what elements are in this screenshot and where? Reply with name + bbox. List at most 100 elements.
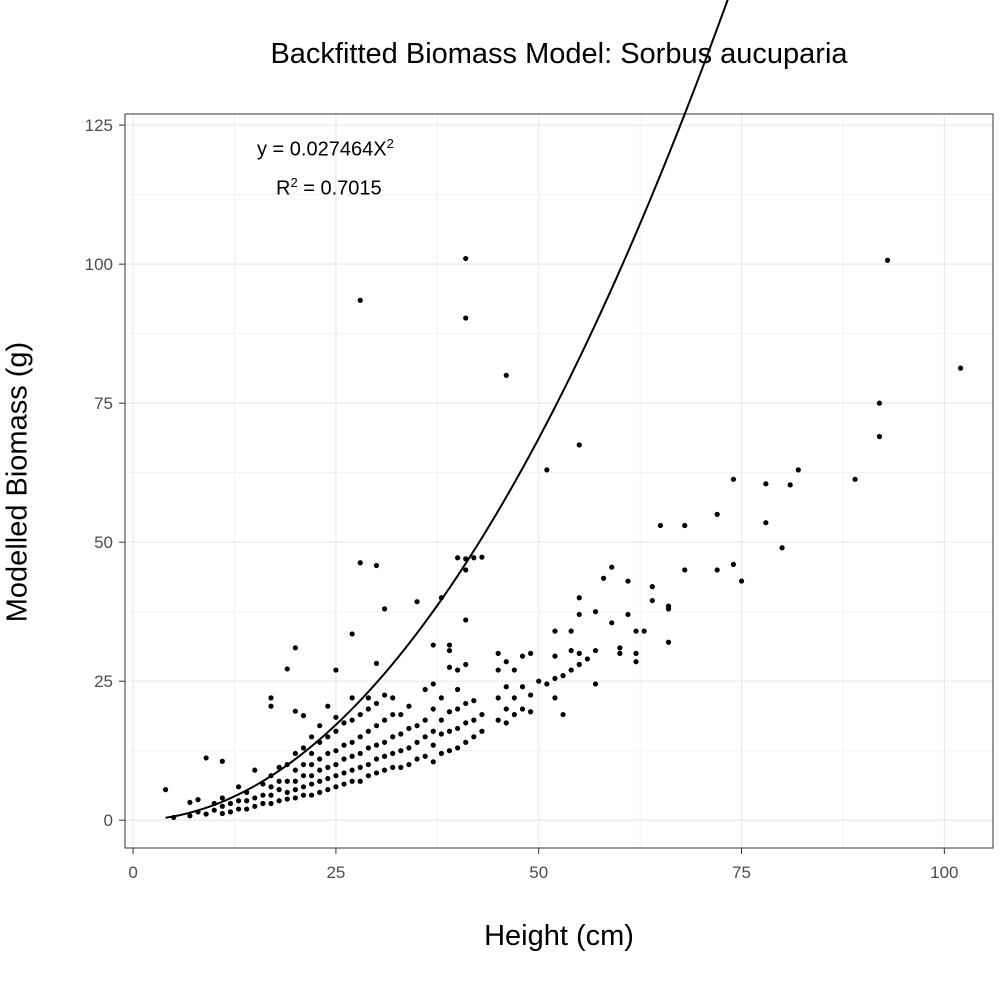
data-point [268,800,274,807]
data-point [300,792,307,798]
data-point [333,728,339,734]
data-point [300,713,307,719]
data-point [876,400,883,406]
data-point [430,681,436,687]
data-point [325,750,331,757]
data-point [268,784,274,790]
data-point [357,734,363,740]
data-point [341,781,347,787]
data-point [446,647,453,654]
data-point [308,792,315,798]
data-point [292,795,298,801]
data-point [471,698,477,704]
r2-value: = 0.7015 [297,177,382,200]
data-point [300,784,307,790]
data-point [381,606,388,612]
x-tick-label: 100 [930,863,958,882]
data-point [438,695,444,701]
data-point [454,555,461,561]
data-point [390,750,396,757]
data-point [592,681,599,687]
data-point [398,748,404,754]
data-point [260,800,266,807]
data-point [479,728,485,734]
data-point [519,684,526,690]
data-point [195,797,201,803]
data-point [341,756,347,762]
data-point [349,739,355,745]
data-point [268,695,274,701]
data-point [633,659,639,665]
data-point [463,617,469,623]
data-point [300,745,307,751]
data-point [568,628,574,634]
data-point [503,706,509,712]
data-point [560,711,566,718]
data-point [884,257,891,263]
data-point [430,759,436,765]
data-point [511,711,517,718]
data-point [357,560,363,566]
data-point [381,767,388,773]
data-point [365,706,371,712]
r2-exponent: 2 [290,175,298,190]
data-point [349,753,355,759]
data-point [292,708,298,714]
data-point [536,678,542,684]
data-point [235,806,242,812]
data-point [284,789,290,795]
data-point [227,800,234,807]
data-point [300,773,307,779]
x-tick-label: 75 [732,863,751,882]
data-point [357,711,363,718]
data-point [544,681,550,687]
data-point [333,748,339,754]
data-point [398,711,404,718]
data-point [438,731,444,737]
fit-curve [165,0,729,819]
data-point [219,810,225,817]
x-tick-label: 50 [529,863,548,882]
data-point [260,792,266,798]
data-point [633,650,639,656]
data-point [398,764,404,770]
data-point [446,728,453,734]
data-point [317,789,323,795]
data-point [390,695,396,701]
data-point [268,703,274,709]
data-point [446,642,453,648]
data-point [795,467,801,473]
data-point [308,773,315,779]
data-point [463,661,469,668]
data-point [528,650,534,656]
data-point [454,706,461,712]
data-point [519,653,526,659]
plot-panel-border [124,113,994,849]
data-point [422,686,428,693]
data-point [308,750,315,757]
equation-annotation: y = 0.027464X2 [257,136,394,162]
data-point [317,756,323,762]
data-point [657,522,664,529]
data-point [244,806,250,812]
r-squared-annotation: R2 = 0.7015 [276,175,382,201]
data-point [633,628,639,634]
data-point [682,522,688,529]
data-point [495,650,501,656]
grid-lines [125,114,993,848]
chart-title: Backfitted Biomass Model: Sorbus aucupar… [270,38,848,70]
data-point [463,739,469,745]
data-point [528,692,534,698]
data-point [381,692,388,698]
data-point [495,695,501,701]
data-point [357,297,363,303]
data-point [649,584,655,590]
data-point [349,778,355,784]
equation-text: y = 0.027464X [257,138,387,161]
data-point [876,433,883,440]
data-point [325,764,331,770]
data-point [373,770,380,776]
data-point [438,717,444,723]
data-point [552,675,558,682]
data-point [414,756,420,762]
